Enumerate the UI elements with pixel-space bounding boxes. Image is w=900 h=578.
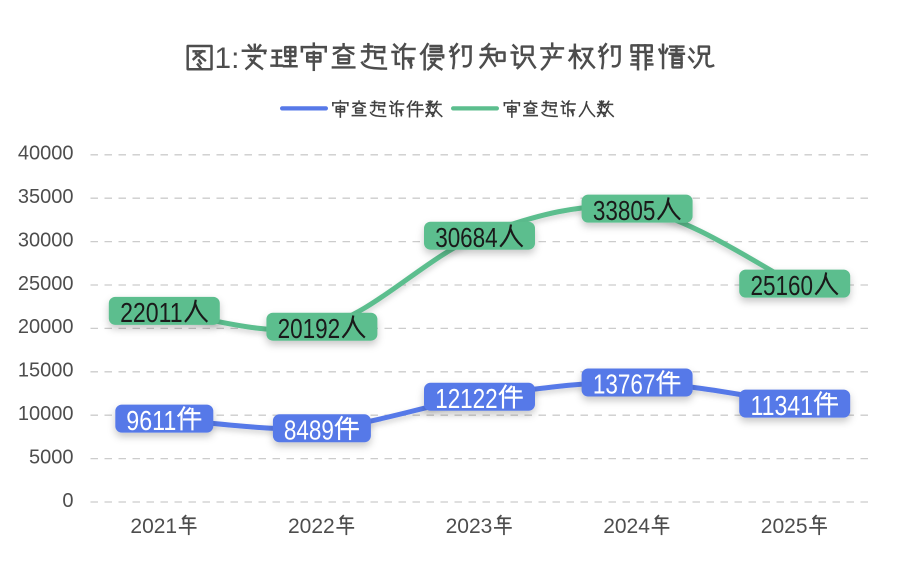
svg-text:22011: 22011 (120, 297, 183, 328)
svg-text:2023: 2023 (446, 515, 493, 538)
svg-text:1:: 1: (215, 42, 240, 75)
svg-text:35000: 35000 (18, 186, 74, 208)
svg-text:2025: 2025 (761, 515, 808, 538)
svg-text:2024: 2024 (603, 515, 650, 538)
svg-text:2021: 2021 (130, 515, 177, 538)
svg-text:9611: 9611 (126, 405, 176, 436)
svg-text:30684: 30684 (435, 222, 498, 253)
svg-text:33805: 33805 (593, 195, 656, 226)
svg-text:5000: 5000 (29, 446, 74, 468)
svg-text:0: 0 (62, 490, 73, 512)
svg-text:15000: 15000 (18, 360, 74, 382)
svg-text:2022: 2022 (288, 515, 335, 538)
svg-text:40000: 40000 (18, 143, 74, 165)
svg-text:13767: 13767 (593, 369, 656, 400)
svg-text:20192: 20192 (278, 313, 341, 344)
svg-text:25160: 25160 (751, 270, 814, 301)
svg-text:20000: 20000 (18, 316, 74, 338)
svg-text:30000: 30000 (18, 229, 74, 251)
svg-text:11341: 11341 (751, 390, 814, 421)
svg-text:10000: 10000 (18, 403, 74, 425)
svg-text:12122: 12122 (435, 383, 498, 414)
svg-text:25000: 25000 (18, 273, 74, 295)
svg-text:8489: 8489 (284, 415, 334, 446)
